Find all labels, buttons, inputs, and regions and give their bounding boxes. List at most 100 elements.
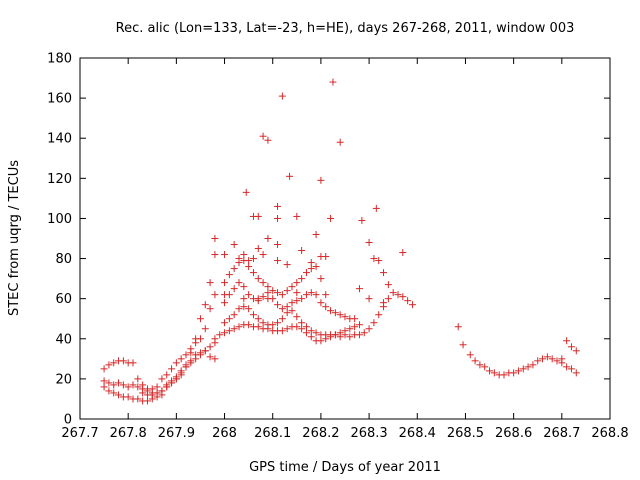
data-point bbox=[327, 214, 335, 222]
axis-ticks: 267.7 267.8 267.9 268 268.1 268.2 268.3 268.4 26… bbox=[47, 52, 628, 442]
data-point bbox=[471, 357, 479, 365]
data-point bbox=[192, 351, 200, 359]
data-point bbox=[230, 325, 238, 333]
data-point bbox=[408, 301, 416, 309]
data-point bbox=[539, 355, 547, 363]
data-point bbox=[298, 275, 306, 283]
data-point bbox=[225, 315, 233, 323]
data-point bbox=[355, 285, 363, 293]
data-point bbox=[249, 269, 257, 277]
data-point bbox=[355, 331, 363, 339]
data-point bbox=[312, 263, 320, 271]
x-tick-label: 267.8 bbox=[110, 426, 147, 441]
series-13 bbox=[558, 337, 580, 363]
data-point bbox=[153, 389, 161, 397]
data-point bbox=[312, 291, 320, 299]
data-point bbox=[105, 379, 113, 387]
series-8 bbox=[380, 269, 416, 309]
data-point bbox=[269, 287, 277, 295]
y-tick-label: 80 bbox=[55, 252, 72, 267]
data-point bbox=[259, 279, 267, 287]
series-3 bbox=[139, 251, 219, 399]
data-point bbox=[274, 202, 282, 210]
data-point bbox=[298, 319, 306, 327]
data-point bbox=[283, 303, 291, 311]
data-point bbox=[298, 295, 306, 303]
data-point bbox=[264, 136, 272, 144]
data-point bbox=[567, 365, 575, 373]
data-point bbox=[380, 299, 388, 307]
data-point bbox=[558, 355, 566, 363]
y-axis-label: STEC from uqrg / TECUs bbox=[7, 160, 22, 316]
data-point bbox=[221, 291, 229, 299]
data-point bbox=[519, 365, 527, 373]
data-point bbox=[490, 369, 498, 377]
data-point bbox=[168, 379, 176, 387]
data-point bbox=[115, 379, 123, 387]
data-point bbox=[317, 275, 325, 283]
data-point bbox=[372, 204, 380, 212]
data-point bbox=[312, 329, 320, 337]
data-point bbox=[211, 355, 219, 363]
x-tick-label: 267.9 bbox=[158, 426, 195, 441]
data-point bbox=[240, 283, 248, 291]
data-point bbox=[278, 291, 286, 299]
data-point bbox=[119, 381, 127, 389]
data-point bbox=[394, 291, 402, 299]
data-point bbox=[163, 383, 171, 391]
data-point bbox=[293, 297, 301, 305]
data-point bbox=[124, 383, 132, 391]
data-point bbox=[206, 343, 214, 351]
data-point bbox=[346, 325, 354, 333]
data-point bbox=[177, 369, 185, 377]
data-point bbox=[360, 329, 368, 337]
data-point bbox=[283, 261, 291, 269]
y-tick-label: 140 bbox=[47, 132, 72, 147]
series-6 bbox=[221, 279, 359, 323]
data-point bbox=[327, 307, 335, 315]
data-point bbox=[274, 319, 282, 327]
data-point bbox=[259, 132, 267, 140]
data-point bbox=[249, 255, 257, 263]
data-point bbox=[221, 299, 229, 307]
data-point bbox=[336, 311, 344, 319]
series-0 bbox=[100, 291, 219, 393]
x-tick-label: 268.1 bbox=[254, 426, 291, 441]
data-point bbox=[548, 355, 556, 363]
x-tick-label: 268.2 bbox=[302, 426, 339, 441]
data-point bbox=[230, 311, 238, 319]
data-point bbox=[278, 305, 286, 313]
data-point bbox=[172, 375, 180, 383]
data-point bbox=[302, 323, 310, 331]
data-point bbox=[230, 265, 238, 273]
data-point bbox=[375, 257, 383, 265]
data-point bbox=[543, 353, 551, 361]
data-point bbox=[254, 245, 262, 253]
data-point bbox=[510, 369, 518, 377]
x-tick-label: 268.3 bbox=[350, 426, 387, 441]
data-point bbox=[110, 389, 118, 397]
data-point bbox=[240, 251, 248, 259]
data-point bbox=[404, 297, 412, 305]
data-point bbox=[336, 138, 344, 146]
data-point bbox=[365, 295, 373, 303]
data-point bbox=[307, 333, 315, 341]
data-point bbox=[211, 251, 219, 259]
data-point bbox=[307, 265, 315, 273]
data-point bbox=[370, 319, 378, 327]
data-point bbox=[341, 327, 349, 335]
data-point bbox=[187, 357, 195, 365]
x-axis-label: GPS time / Days of year 2011 bbox=[249, 460, 441, 475]
data-point bbox=[235, 279, 243, 287]
data-point bbox=[254, 315, 262, 323]
data-point bbox=[211, 335, 219, 343]
data-point bbox=[288, 283, 296, 291]
data-point bbox=[230, 285, 238, 293]
data-point bbox=[278, 92, 286, 100]
data-point bbox=[563, 363, 571, 371]
data-point bbox=[365, 325, 373, 333]
data-point bbox=[380, 269, 388, 277]
data-point bbox=[264, 283, 272, 291]
data-point bbox=[317, 299, 325, 307]
data-point bbox=[302, 329, 310, 337]
